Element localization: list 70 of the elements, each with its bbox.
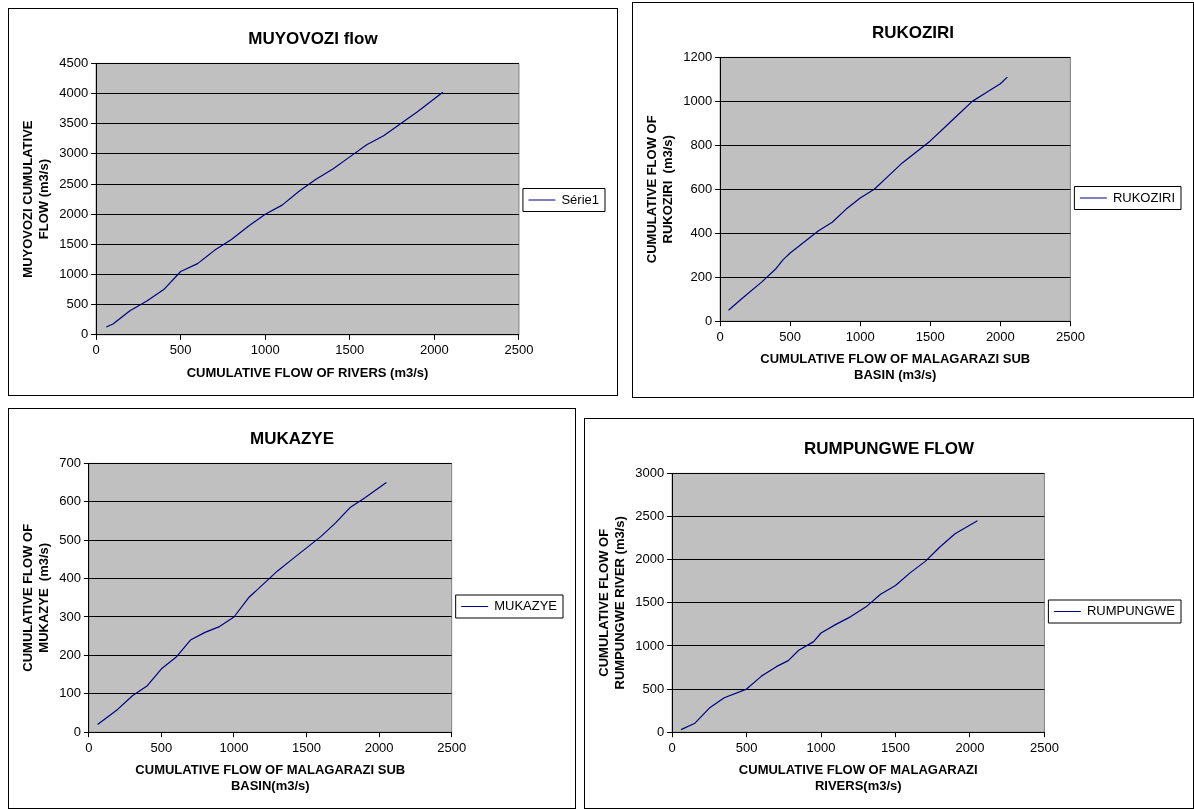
y-axis-title: CUMULATIVE FLOW OF RUKOZIRI (m3/s) [644, 115, 675, 264]
y-tick-label: 2000 [635, 551, 665, 567]
x-tick-label: 1000 [806, 739, 836, 755]
x-tick-label: 2500 [1029, 739, 1059, 755]
y-tick-label: 100 [59, 685, 81, 701]
x-axis-title: CUMULATIVE FLOW OF RIVERS (m3/s) [186, 364, 429, 380]
y-tick-label: 1500 [59, 235, 89, 251]
x-tick-label: 500 [150, 739, 173, 755]
y-tick-label: 200 [690, 268, 713, 284]
x-tick-label: 2000 [985, 328, 1015, 344]
y-axis-title: MUYOVOZI CUMULATIVE FLOW (m3/s) [20, 120, 51, 278]
y-tick-label: 500 [66, 296, 89, 312]
y-tick-label: 800 [690, 136, 713, 152]
chart-title: MUKAZYE [249, 428, 335, 448]
y-tick-label: 500 [59, 531, 81, 547]
x-tick-label: 1500 [881, 739, 910, 755]
y-tick-label: 1500 [635, 594, 665, 610]
x-tick-label: 0 [716, 328, 724, 344]
legend-label: RUKOZIRI [1112, 189, 1176, 205]
y-tick-label: 0 [704, 312, 713, 328]
x-tick-label: 2000 [955, 739, 985, 755]
x-tick-label: 500 [735, 739, 758, 755]
x-axis-title: CUMULATIVE FLOW OF MALAGARAZI RIVERS(m3/s) [738, 762, 978, 793]
legend-label: MUKAZYE [494, 598, 558, 614]
y-tick-label: 1000 [635, 637, 665, 653]
chart-title: RUKOZIRI [871, 22, 955, 42]
x-tick-label: 500 [779, 328, 802, 344]
y-tick-label: 4000 [59, 85, 89, 101]
legend-label: RUMPUNGWE [1086, 603, 1176, 619]
y-tick-label: 400 [690, 224, 713, 240]
x-tick-label: 2500 [437, 739, 467, 755]
y-tick-label: 1000 [683, 92, 713, 108]
x-tick-label: 0 [92, 342, 100, 358]
y-tick-label: 600 [690, 180, 713, 196]
y-tick-label: 3000 [635, 464, 665, 480]
x-tick-label: 2000 [364, 739, 394, 755]
y-tick-label: 500 [642, 680, 665, 696]
x-tick-label: 1500 [292, 739, 322, 755]
x-tick-label: 1500 [915, 328, 945, 344]
y-tick-label: 300 [59, 608, 81, 624]
y-axis-title: CUMULATIVE FLOW OF MUKAZYE (m3/s) [20, 523, 51, 672]
x-tick-label: 1000 [250, 342, 280, 358]
y-tick-label: 2000 [59, 205, 89, 221]
x-tick-label: 2000 [419, 342, 449, 358]
y-tick-label: 1000 [59, 266, 89, 282]
y-tick-label: 0 [656, 723, 665, 739]
x-tick-label: 0 [668, 739, 676, 755]
y-tick-label: 3000 [59, 145, 89, 161]
y-tick-label: 0 [73, 723, 81, 739]
y-tick-label: 600 [59, 493, 81, 509]
x-axis-title: CUMULATIVE FLOW OF MALAGARAZI SUB BASIN (m3/s) [760, 351, 1031, 382]
legend-label: Série1 [561, 191, 599, 207]
y-tick-label: 1200 [683, 48, 713, 64]
y-tick-label: 400 [59, 570, 81, 586]
x-tick-label: 500 [169, 342, 192, 358]
x-tick-label: 2500 [1055, 328, 1085, 344]
y-axis-title: CUMULATIVE FLOW OF RUMPUNGWE RIVER (m3/s) [596, 516, 627, 690]
chart-title: MUYOVOZI flow [248, 28, 379, 48]
x-tick-label: 1000 [845, 328, 875, 344]
x-tick-label: 2500 [504, 342, 534, 358]
chart-title: RUMPUNGWE FLOW [804, 438, 975, 458]
y-tick-label: 4500 [59, 54, 89, 70]
x-axis-title: CUMULATIVE FLOW OF MALAGARAZI SUB BASIN(m3/s) [135, 762, 406, 793]
x-tick-label: 1500 [335, 342, 365, 358]
y-tick-label: 700 [59, 454, 81, 470]
y-tick-label: 2500 [59, 175, 89, 191]
y-tick-label: 200 [59, 646, 81, 662]
x-tick-label: 1000 [219, 739, 249, 755]
y-tick-label: 3500 [59, 115, 89, 131]
y-tick-label: 2500 [635, 508, 665, 524]
